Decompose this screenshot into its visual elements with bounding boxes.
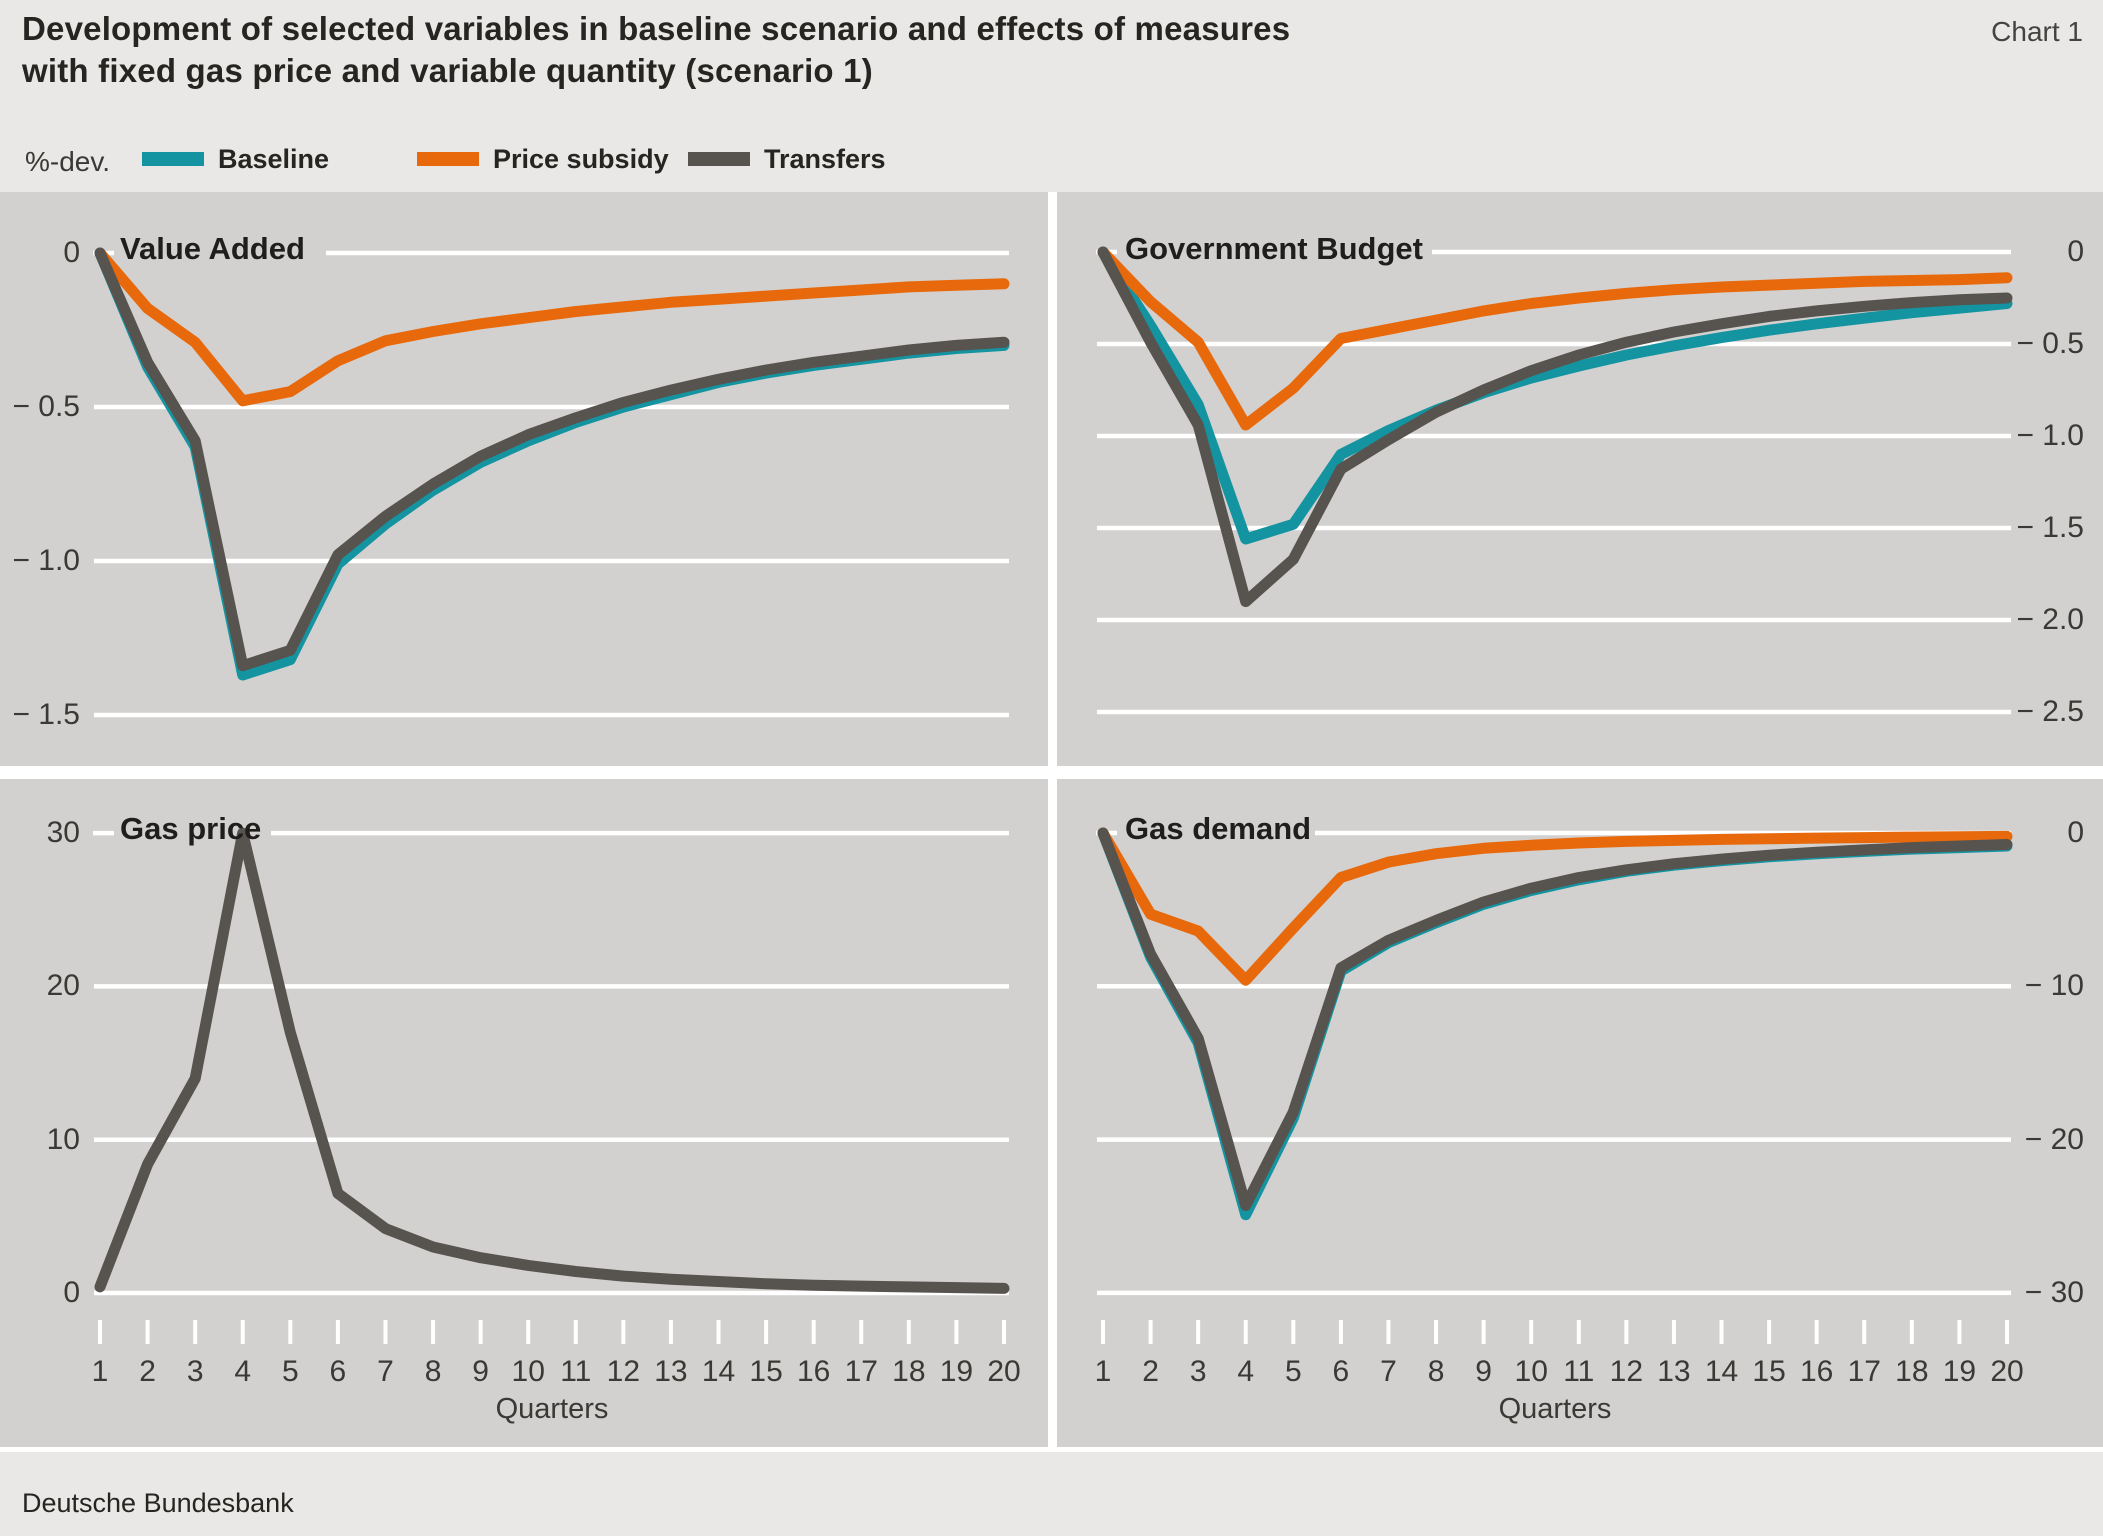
y-tick-label: − 1.0 (12, 544, 80, 577)
source-note: Deutsche Bundesbank (22, 1488, 294, 1518)
x-tick-label: 14 (701, 1355, 736, 1388)
y-tick-label: 0 (2067, 816, 2084, 849)
y-tick-label: − 2.5 (2016, 695, 2084, 728)
legend: %-dev. Baseline Price subsidy Transfers (0, 142, 2103, 186)
x-tick-label: 5 (1284, 1355, 1302, 1388)
x-tick-label: 19 (1942, 1355, 1977, 1388)
x-tick-label: 4 (1237, 1355, 1255, 1388)
y-tick-label: − 30 (2024, 1275, 2084, 1309)
x-tick-label: 4 (234, 1355, 252, 1388)
x-tick-label: 14 (1704, 1355, 1739, 1388)
y-tick-label: − 1.0 (2016, 419, 2084, 452)
y-tick-label: − 20 (2024, 1122, 2084, 1156)
x-tick-label: 9 (472, 1355, 489, 1388)
x-tick-label: 19 (939, 1355, 974, 1388)
x-tick-label: 8 (1427, 1355, 1445, 1388)
x-tick-label: 20 (1990, 1355, 2024, 1388)
x-tick-label: 1 (1094, 1355, 1112, 1388)
y-tick-label: − 0.5 (2016, 327, 2084, 360)
x-tick-label: 7 (1380, 1355, 1397, 1388)
y-tick-label: 0 (63, 1276, 80, 1309)
x-tick-label: 20 (987, 1355, 1021, 1388)
legend-item-label: Baseline (218, 144, 330, 174)
x-tick-label: 17 (844, 1355, 878, 1388)
x-tick-label: 17 (1847, 1355, 1881, 1388)
x-tick-label: 13 (1657, 1355, 1691, 1388)
legend-swatch-icon (688, 152, 750, 166)
x-tick-label: 11 (1563, 1355, 1595, 1388)
legend-swatch-icon (417, 152, 479, 166)
x-tick-label: 15 (749, 1355, 783, 1388)
panel-title-value-added: Value Added (120, 231, 305, 266)
y-tick-label: − 1.5 (2016, 511, 2084, 544)
page-title-line1: Development of selected variables in bas… (22, 10, 1291, 47)
x-tick-label: 16 (796, 1355, 831, 1388)
panel-title-government-budget: Government Budget (1125, 231, 1423, 266)
x-tick-label: 9 (1475, 1355, 1492, 1388)
y-tick-label: − 2.0 (2016, 603, 2084, 636)
y-tick-label: 10 (46, 1122, 80, 1156)
x-tick-label: 6 (1332, 1355, 1350, 1388)
y-tick-label: − 1.5 (12, 698, 80, 731)
x-axis-title: Quarters (1498, 1393, 1612, 1425)
legend-swatch-icon (142, 152, 204, 166)
y-tick-label: 0 (2067, 235, 2084, 268)
x-tick-label: 3 (186, 1355, 204, 1388)
axis-unit-note: %-dev. (25, 146, 111, 177)
x-tick-label: 12 (1609, 1355, 1644, 1388)
panel-gas-price (0, 779, 1048, 1447)
x-tick-label: 7 (377, 1355, 394, 1388)
panel-gas-demand (1057, 779, 2103, 1447)
panel-title-gas-demand: Gas demand (1125, 811, 1312, 846)
x-tick-label: 18 (1895, 1355, 1929, 1388)
x-tick-label: 18 (892, 1355, 926, 1388)
x-tick-label: 10 (1514, 1355, 1548, 1388)
x-tick-label: 3 (1189, 1355, 1207, 1388)
x-tick-label: 6 (329, 1355, 347, 1388)
x-tick-label: 1 (91, 1355, 109, 1388)
x-tick-label: 5 (281, 1355, 299, 1388)
panel-title-gas-price: Gas price (120, 811, 262, 846)
page-title-line2: with fixed gas price and variable quanti… (22, 52, 873, 89)
page-title: Development of selected variables in bas… (22, 8, 1290, 92)
x-tick-label: 10 (511, 1355, 545, 1388)
x-tick-label: 8 (424, 1355, 442, 1388)
x-tick-label: 11 (560, 1355, 592, 1388)
x-tick-label: 15 (1752, 1355, 1786, 1388)
chart-number: Chart 1 (1991, 16, 2083, 47)
y-tick-label: 20 (46, 969, 80, 1003)
legend-item-label: Transfers (764, 144, 886, 174)
x-tick-label: 2 (139, 1355, 156, 1388)
x-tick-label: 12 (606, 1355, 641, 1388)
panel-value-added (0, 192, 1048, 766)
x-tick-label: 16 (1799, 1355, 1834, 1388)
panel-government-budget (1057, 192, 2103, 766)
y-tick-label: − 0.5 (12, 390, 80, 423)
x-tick-label: 2 (1142, 1355, 1159, 1388)
y-tick-label: 30 (46, 816, 80, 850)
legend-item-label: Price subsidy (493, 144, 669, 174)
y-tick-label: 0 (63, 236, 80, 269)
x-tick-label: 13 (654, 1355, 688, 1388)
x-axis-title: Quarters (495, 1393, 609, 1425)
y-tick-label: − 10 (2024, 969, 2084, 1003)
